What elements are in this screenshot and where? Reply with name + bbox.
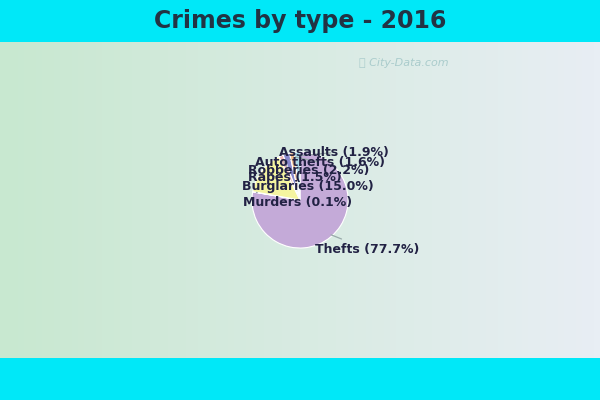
Wedge shape [252, 152, 348, 248]
Text: Assaults (1.9%): Assaults (1.9%) [278, 146, 388, 159]
Wedge shape [294, 152, 300, 200]
Text: Crimes by type - 2016: Crimes by type - 2016 [154, 9, 446, 33]
Text: Auto thefts (1.6%): Auto thefts (1.6%) [255, 156, 385, 169]
Wedge shape [290, 152, 300, 200]
Text: Murders (0.1%): Murders (0.1%) [243, 192, 352, 209]
Text: Burglaries (15.0%): Burglaries (15.0%) [242, 174, 374, 193]
Text: Thefts (77.7%): Thefts (77.7%) [315, 235, 419, 256]
Wedge shape [253, 192, 300, 200]
Text: Rapes (1.5%): Rapes (1.5%) [248, 162, 341, 184]
Text: Robberies (2.2%): Robberies (2.2%) [248, 159, 369, 177]
Wedge shape [253, 157, 300, 200]
Text: ⓘ City-Data.com: ⓘ City-Data.com [359, 58, 449, 68]
Wedge shape [283, 153, 300, 200]
Wedge shape [279, 155, 300, 200]
